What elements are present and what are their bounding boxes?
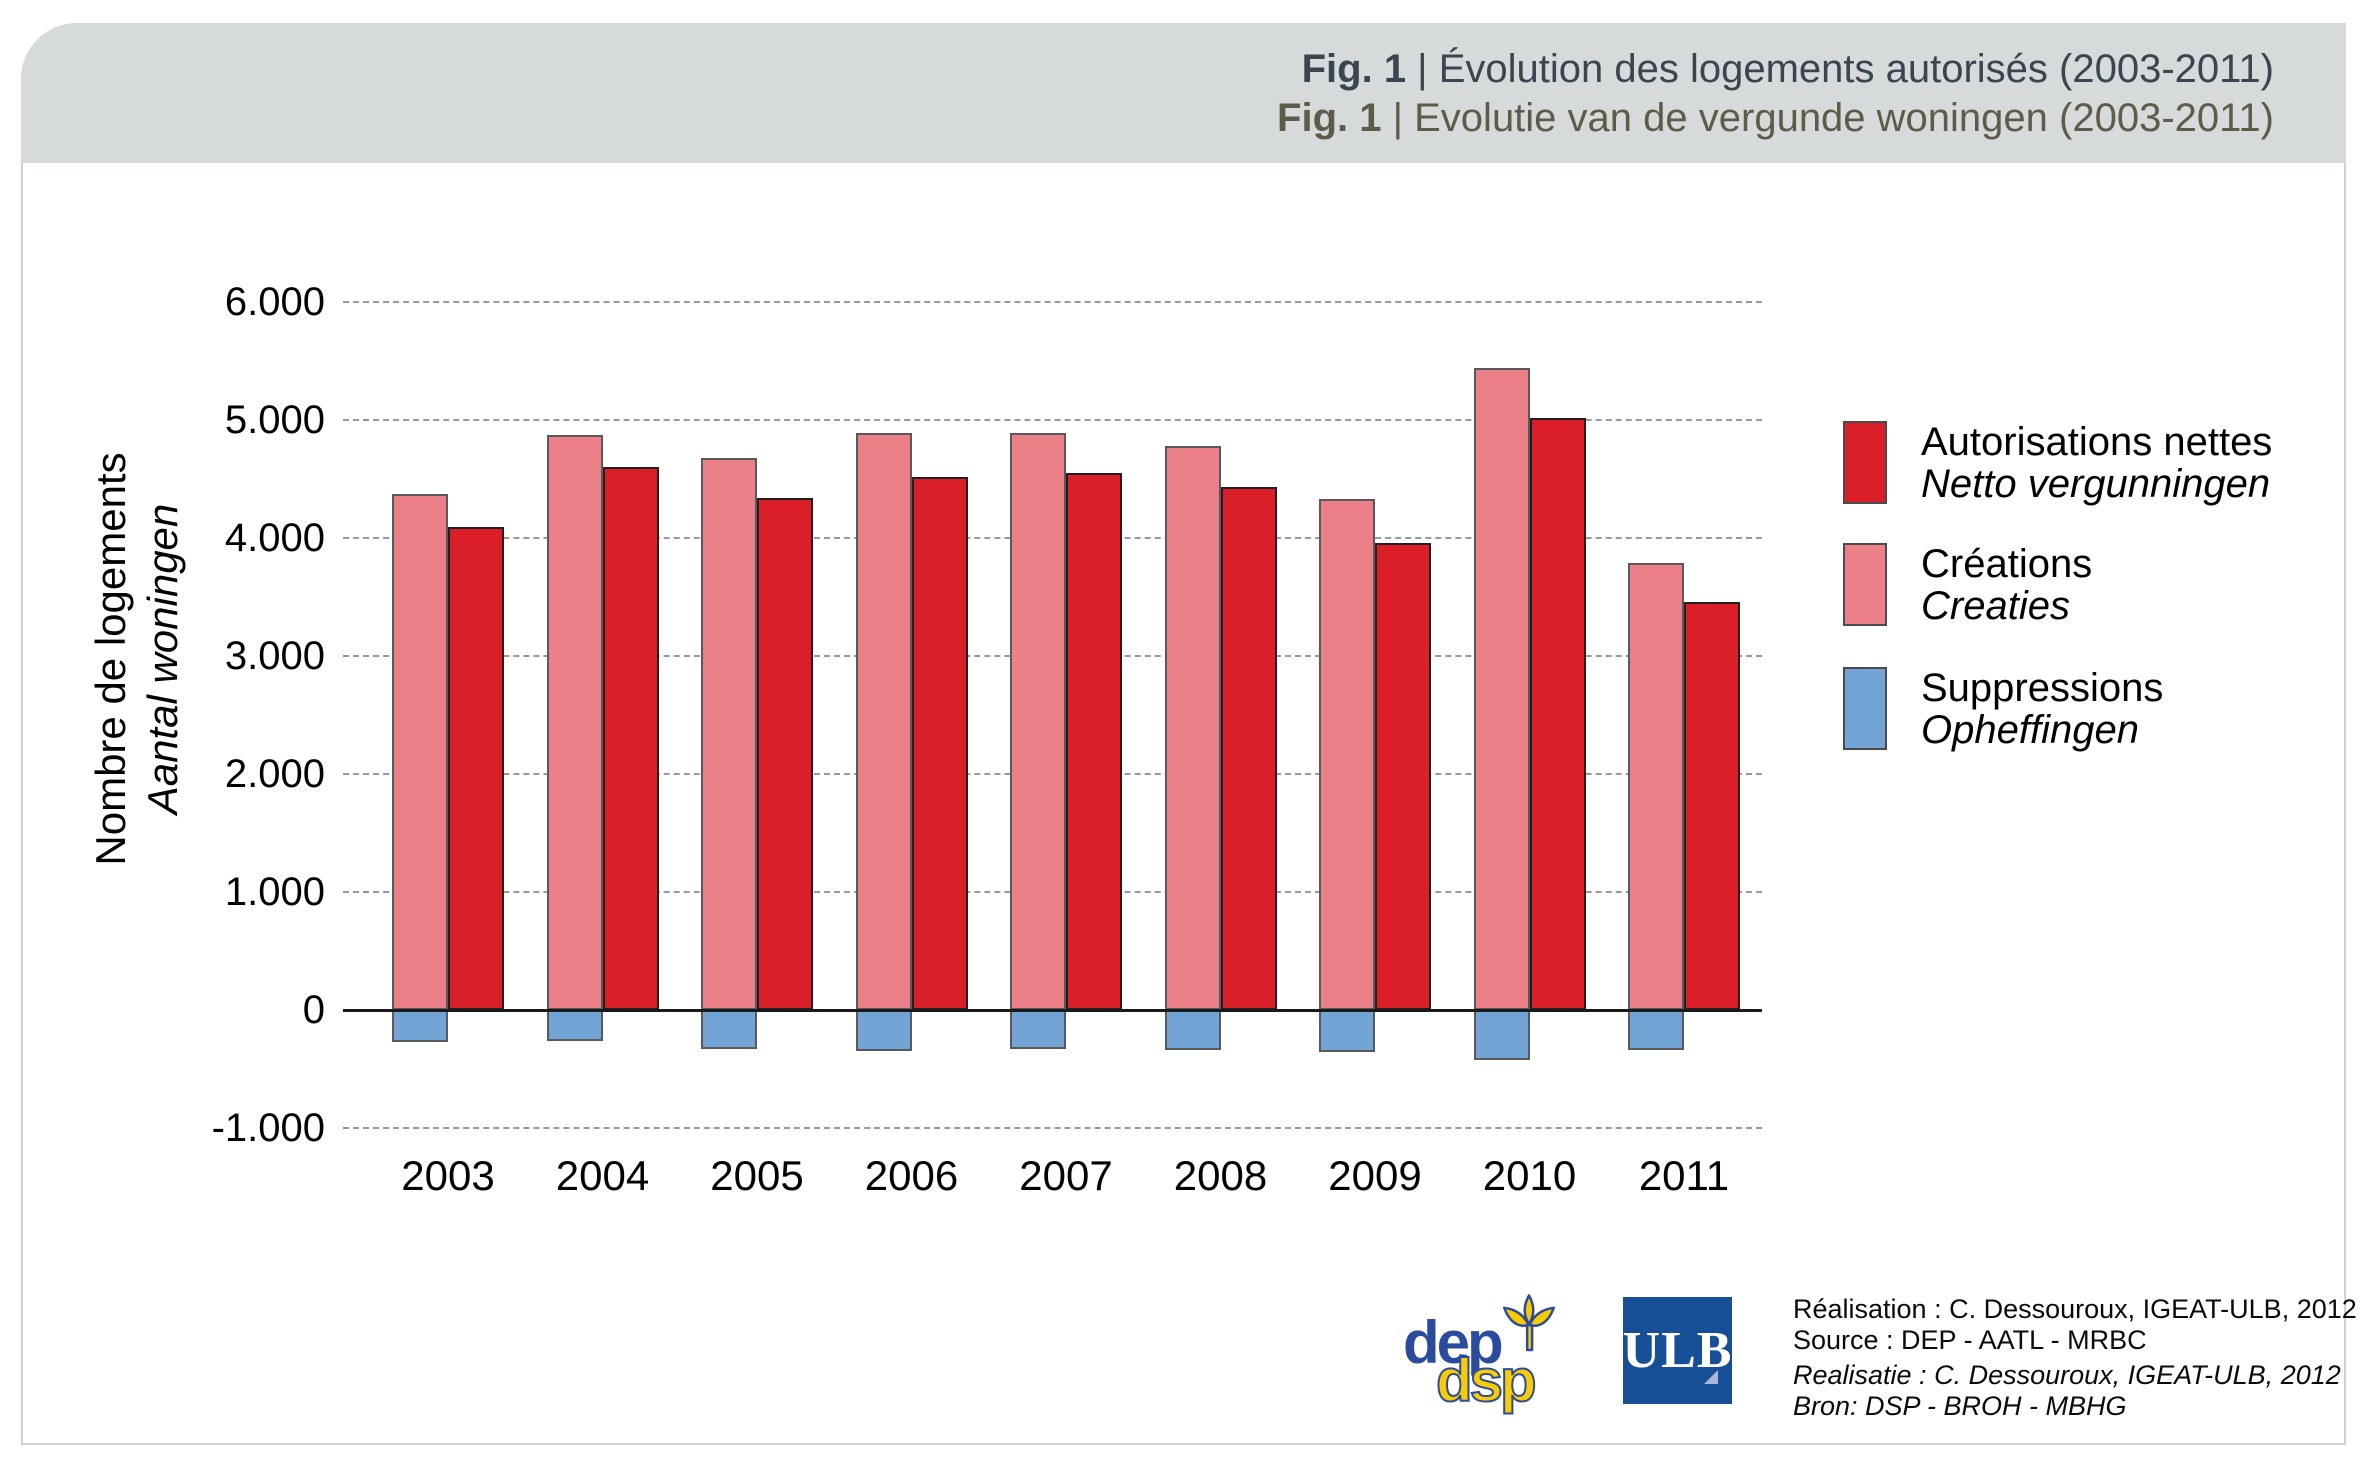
bar-autorisations-nettes-2005 (757, 497, 813, 1010)
legend-label-creations-nl: Creaties (1921, 584, 2070, 628)
figure-title-fr: Fig. 1 | Évolution des logements autoris… (21, 45, 2274, 94)
legend-label-autorisations-fr: Autorisations nettes (1921, 420, 2273, 464)
bar-suppressions-2006 (855, 1010, 912, 1052)
x-tick-label-2003: 2003 (401, 1152, 495, 1199)
bar-creations-2004 (546, 435, 603, 1010)
bar-creations-2009 (1319, 499, 1375, 1010)
credit-realisation-fr: Réalisation : C. Dessouroux, IGEAT-ULB, … (1793, 1294, 2357, 1324)
bar-creations-2003 (392, 494, 448, 1010)
bar-suppressions-2011 (1628, 1010, 1684, 1051)
bar-autorisations-nettes-2009 (1375, 542, 1431, 1010)
bar-autorisations-nettes-2008 (1220, 487, 1277, 1010)
title-text-fr: Évolution des logements autorisés (2003-… (1438, 47, 2274, 91)
ulb-logo-text: ULB (1622, 1322, 1733, 1379)
x-tick-label-2010: 2010 (1482, 1152, 1577, 1199)
credit-realisation-nl: Realisatie : C. Dessouroux, IGEAT-ULB, 2… (1793, 1360, 2341, 1390)
bar-autorisations-nettes-2007 (1066, 473, 1122, 1010)
ulb-logo: ULB (1623, 1297, 1732, 1404)
ulb-logo-notch (1704, 1370, 1718, 1384)
legend-label-suppressions-fr: Suppressions (1921, 666, 2164, 710)
x-tick-label-2004: 2004 (555, 1152, 650, 1199)
legend-label-creations-fr: Créations (1921, 542, 2093, 586)
bar-autorisations-nettes-2006 (911, 476, 968, 1010)
bar-creations-2008 (1164, 445, 1221, 1010)
legend-label-suppressions-nl: Opheffingen (1921, 708, 2139, 752)
bar-suppressions-2007 (1010, 1010, 1066, 1049)
bar-creations-2006 (855, 432, 912, 1010)
x-tick-label-2007: 2007 (1019, 1152, 1113, 1199)
legend-swatch-creations (1843, 543, 1887, 626)
legend-entry-autorisations: Autorisations nettes Netto vergunningen (1843, 421, 2272, 505)
bar-autorisations-nettes-2003 (448, 527, 504, 1010)
y-tick-label: 2.000 (224, 752, 325, 796)
bar-autorisations-nettes-2004 (602, 467, 659, 1010)
gridline-5000 (343, 419, 1762, 421)
bar-creations-2005 (701, 457, 757, 1010)
y-tick-label: 4.000 (224, 516, 325, 560)
bar-autorisations-nettes-2011 (1684, 601, 1740, 1010)
fig-label-fr: Fig. 1 (1301, 47, 1407, 91)
y-tick-label: 5.000 (224, 398, 325, 442)
y-tick-label: 1.000 (224, 870, 325, 914)
title-divider-nl: | (1381, 96, 1415, 140)
y-tick-label: 6.000 (224, 280, 325, 324)
y-tick-label: 0 (302, 988, 325, 1032)
x-tick-label-2008: 2008 (1173, 1152, 1268, 1199)
bar-suppressions-2003 (392, 1010, 448, 1042)
legend-entry-creations: Créations Creaties (1843, 543, 2092, 627)
y-tick-label: 3.000 (224, 634, 325, 678)
bar-suppressions-2005 (701, 1010, 757, 1049)
x-tick-label-2006: 2006 (864, 1152, 959, 1199)
legend-entry-suppressions: Suppressions Opheffingen (1843, 667, 2163, 751)
legend-swatch-autorisations (1843, 421, 1887, 504)
x-tick-label-2005: 2005 (710, 1152, 804, 1199)
dep-dsp-logo: dep dsp (1398, 1291, 1578, 1416)
gridline--1000 (343, 1127, 1762, 1129)
iris-flower-icon (1502, 1294, 1556, 1352)
dsp-logo-text: dsp (1435, 1347, 1538, 1414)
figure-header-banner: Fig. 1 | Évolution des logements autoris… (21, 23, 2346, 163)
title-text-nl: Evolutie van de vergunde woningen (2003-… (1414, 96, 2274, 140)
credits-nl: Realisatie : C. Dessouroux, IGEAT-ULB, 2… (1793, 1360, 2341, 1422)
bar-suppressions-2009 (1319, 1010, 1375, 1053)
legend-swatch-suppressions (1843, 667, 1887, 750)
credit-source-nl: Bron: DSP - BROH - MBHG (1793, 1391, 2127, 1421)
x-tick-label-2011: 2011 (1638, 1152, 1730, 1199)
bar-suppressions-2004 (546, 1010, 603, 1041)
x-tick-label-2009: 2009 (1328, 1152, 1422, 1199)
bar-creations-2010 (1473, 368, 1530, 1010)
bar-suppressions-2010 (1473, 1010, 1530, 1060)
x-axis-zero-line (343, 1009, 1762, 1012)
dep-logo-text: dep (1403, 1309, 1504, 1376)
bar-suppressions-2008 (1164, 1010, 1221, 1051)
y-axis-title-fr: Nombre de logements (87, 452, 134, 866)
bar-creations-2011 (1628, 562, 1684, 1010)
gridline-6000 (343, 301, 1762, 303)
credits-fr: Réalisation : C. Dessouroux, IGEAT-ULB, … (1793, 1294, 2357, 1356)
figure-title-nl: Fig. 1 | Evolutie van de vergunde woning… (21, 94, 2274, 143)
legend-label-autorisations-nl: Netto vergunningen (1921, 462, 2271, 506)
title-divider-fr: | (1406, 47, 1439, 91)
y-tick-label: -1.000 (211, 1106, 325, 1150)
bar-autorisations-nettes-2010 (1529, 417, 1586, 1010)
credit-source-fr: Source : DEP - AATL - MRBC (1793, 1325, 2147, 1355)
fig-label-nl: Fig. 1 (1277, 96, 1382, 140)
bar-creations-2007 (1010, 432, 1066, 1010)
